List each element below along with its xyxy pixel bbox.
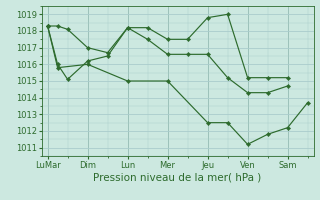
X-axis label: Pression niveau de la mer( hPa ): Pression niveau de la mer( hPa ) — [93, 173, 262, 183]
